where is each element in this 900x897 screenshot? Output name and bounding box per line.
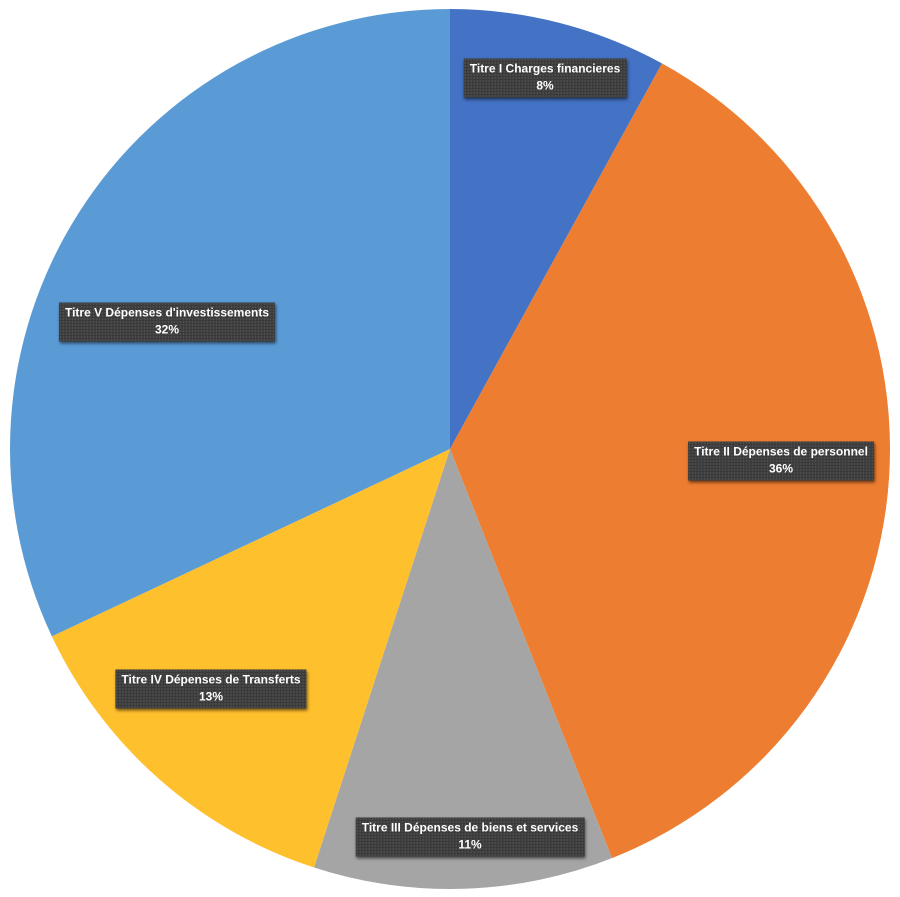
pie-data-label-3: Titre III Dépenses de biens et services 1…: [355, 817, 585, 857]
pie-slice-percent: 32%: [154, 322, 180, 337]
pie-data-label-2: Titre II Dépenses de personnel 36%: [688, 441, 874, 481]
pie-slice-percent: 8%: [536, 78, 554, 93]
pie-slice-label: Titre II Dépenses de personnel: [694, 444, 868, 459]
pie-slice-label: Titre IV Dépenses de Transferts: [121, 672, 301, 687]
pie-slice-percent: 36%: [768, 461, 794, 476]
pie-slice-percent: 11%: [458, 837, 482, 852]
pie-data-label-1: Titre I Charges financieres 8%: [463, 58, 627, 98]
pie-slice-4: [51, 449, 450, 868]
pie-slice-3: [314, 449, 612, 889]
pie-slice-label: Titre III Dépenses de biens et services: [361, 820, 579, 835]
pie-slice-label: Titre I Charges financieres: [469, 61, 621, 76]
pie-slice-label: Titre V Dépenses d'investissements: [64, 305, 270, 320]
pie-slice-2: [450, 63, 890, 859]
pie-data-label-4: Titre IV Dépenses de Transferts 13%: [115, 669, 307, 709]
pie-data-label-5: Titre V Dépenses d'investissements 32%: [58, 302, 276, 342]
pie-slice-1: [450, 9, 662, 449]
pie-slice-percent: 13%: [198, 689, 224, 704]
